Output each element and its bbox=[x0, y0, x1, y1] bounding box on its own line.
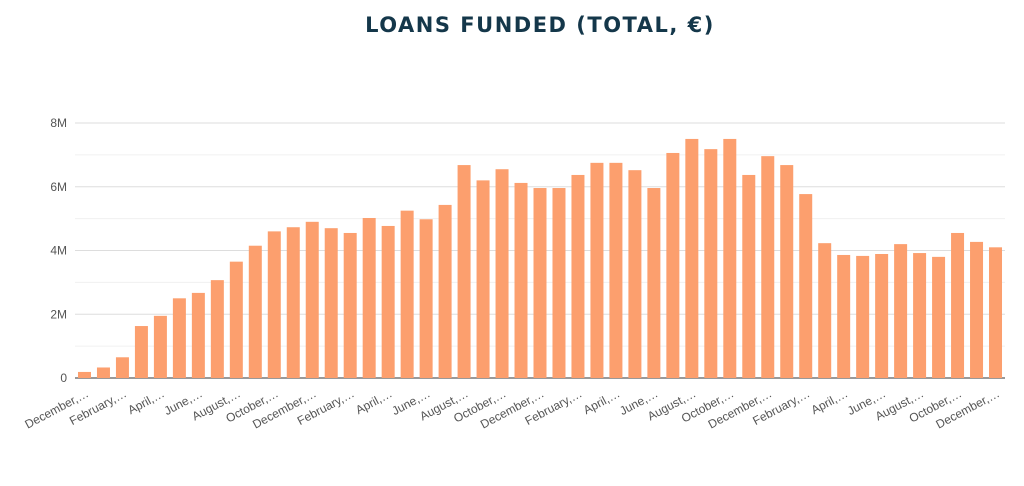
bar bbox=[305, 221, 319, 378]
bar bbox=[875, 254, 889, 378]
bar bbox=[761, 156, 775, 378]
bar bbox=[723, 138, 737, 378]
chart-title: LOANS FUNDED (TOTAL, €) bbox=[365, 13, 715, 37]
bar bbox=[343, 232, 357, 378]
bar bbox=[818, 243, 832, 378]
bar bbox=[894, 244, 908, 378]
bar bbox=[229, 261, 243, 378]
y-tick-label: 8M bbox=[50, 116, 67, 130]
bar bbox=[647, 188, 661, 378]
bar bbox=[210, 280, 224, 378]
bar bbox=[457, 165, 471, 378]
bar bbox=[476, 180, 490, 378]
bar bbox=[134, 326, 148, 378]
bar bbox=[628, 170, 642, 378]
bar bbox=[381, 225, 395, 378]
bar bbox=[438, 204, 452, 378]
bar bbox=[495, 169, 509, 378]
bar bbox=[951, 232, 965, 378]
bar bbox=[685, 138, 699, 378]
bar bbox=[248, 245, 262, 378]
bar bbox=[115, 357, 129, 378]
bar bbox=[96, 367, 110, 378]
bar bbox=[989, 247, 1003, 378]
bar bbox=[286, 227, 300, 378]
bar bbox=[552, 188, 566, 378]
bar bbox=[324, 228, 338, 378]
x-tick-label: April,… bbox=[126, 386, 167, 417]
bar bbox=[77, 371, 91, 378]
bar bbox=[400, 210, 414, 378]
bar bbox=[856, 255, 870, 378]
bar bbox=[590, 162, 604, 378]
bar bbox=[571, 174, 585, 378]
bar bbox=[153, 315, 167, 378]
x-tick-label: April,… bbox=[581, 386, 622, 417]
bar bbox=[742, 174, 756, 378]
y-tick-label: 6M bbox=[50, 180, 67, 194]
bar bbox=[533, 188, 547, 378]
bar bbox=[970, 241, 984, 378]
bar bbox=[362, 217, 376, 378]
bar bbox=[609, 162, 623, 378]
bar bbox=[913, 253, 927, 378]
bar bbox=[419, 219, 433, 378]
bar bbox=[704, 149, 718, 378]
bar bbox=[837, 254, 851, 378]
bar bbox=[514, 182, 528, 378]
y-tick-label: 0 bbox=[60, 371, 67, 385]
bar bbox=[932, 256, 946, 378]
bar bbox=[799, 194, 813, 378]
bar bbox=[191, 292, 205, 378]
x-tick-label: April,… bbox=[353, 386, 394, 417]
bar bbox=[780, 165, 794, 378]
y-tick-label: 4M bbox=[50, 244, 67, 258]
bar bbox=[666, 152, 680, 378]
x-tick-label: April,… bbox=[809, 386, 850, 417]
y-tick-label: 2M bbox=[50, 307, 67, 321]
bar bbox=[172, 298, 186, 378]
bar bbox=[267, 231, 281, 378]
